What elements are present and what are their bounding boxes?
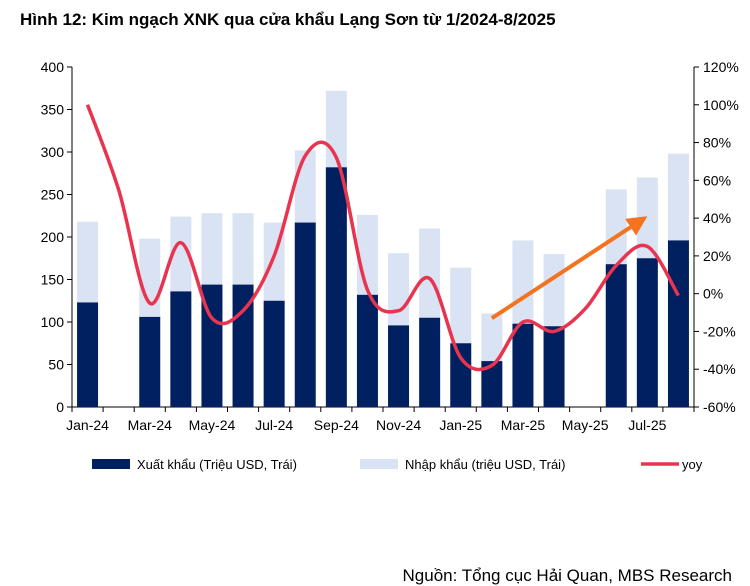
bar-export — [170, 291, 192, 407]
x-tick-label: Mar-24 — [128, 417, 173, 433]
legend-label-export: Xuất khẩu (Triệu USD, Trái) — [137, 457, 297, 472]
bar-export — [636, 258, 658, 407]
bar-export — [263, 300, 285, 407]
y-tick-right-label: 40% — [703, 210, 731, 226]
y-tick-right-label: 120% — [703, 59, 739, 75]
y-tick-left-label: 150 — [41, 272, 65, 288]
trend-arrow-head — [625, 216, 648, 236]
bar-export — [325, 167, 347, 407]
bar-export — [356, 294, 378, 407]
x-tick-label: Mar-25 — [501, 417, 546, 433]
bar-import — [201, 213, 223, 285]
bar-export — [201, 284, 223, 407]
bar-import — [605, 189, 627, 265]
y-tick-left-label: 250 — [41, 187, 65, 203]
x-tick-label: Jul-24 — [255, 417, 293, 433]
bar-export — [77, 302, 99, 407]
y-tick-right-label: -40% — [703, 361, 736, 377]
bar-export — [139, 316, 161, 407]
bar-export — [605, 264, 627, 407]
legend-label-import: Nhập khẩu (triệu USD, Trái) — [405, 457, 565, 472]
bar-import — [232, 213, 254, 285]
y-tick-right-label: -60% — [703, 399, 736, 415]
y-tick-left-label: 350 — [41, 102, 65, 118]
bar-import — [667, 153, 689, 241]
y-tick-right-label: 100% — [703, 97, 739, 113]
y-tick-left-label: 200 — [41, 229, 65, 245]
bar-import — [450, 267, 472, 344]
y-tick-left-label: 50 — [48, 357, 64, 373]
legend-label-yoy: yoy — [682, 457, 703, 472]
bar-import — [636, 177, 658, 259]
bar-export — [388, 325, 410, 407]
trend-arrow-shaft — [490, 225, 632, 320]
bar-export — [294, 222, 316, 407]
bar-import — [419, 228, 441, 318]
source-note: Nguồn: Tổng cục Hải Quan, MBS Research — [402, 566, 732, 585]
x-tick-label: May-24 — [189, 417, 236, 433]
legend-swatch-import — [360, 459, 398, 469]
bar-import — [388, 253, 410, 326]
yoy-line — [85, 104, 680, 372]
bar-import — [77, 221, 99, 303]
y-tick-right-label: 0% — [703, 286, 723, 302]
bar-export — [667, 240, 689, 407]
bar-export — [419, 317, 441, 407]
y-tick-left-label: 300 — [41, 144, 65, 160]
y-tick-left-label: 400 — [41, 59, 65, 75]
y-tick-left-label: 100 — [41, 314, 65, 330]
legend-swatch-export — [92, 459, 130, 469]
y-tick-right-label: 20% — [703, 248, 731, 264]
chart-title: Hình 12: Kim ngạch XNK qua cửa khẩu Lạng… — [20, 10, 556, 29]
bar-export — [543, 326, 565, 407]
bar-export — [512, 323, 534, 407]
y-tick-right-label: 60% — [703, 172, 731, 188]
y-tick-left-label: 0 — [56, 399, 64, 415]
bar-export — [450, 343, 472, 407]
bar-import — [481, 313, 503, 362]
x-tick-label: Jan-24 — [66, 417, 109, 433]
x-tick-label: Nov-24 — [376, 417, 421, 433]
bar-import — [294, 150, 316, 223]
y-tick-right-label: -20% — [703, 323, 736, 339]
x-tick-label: Jan-25 — [439, 417, 482, 433]
x-tick-label: Sep-24 — [314, 417, 359, 433]
bar-import — [543, 254, 565, 327]
x-tick-label: May-25 — [562, 417, 609, 433]
bar-import — [170, 216, 192, 292]
bar-export — [481, 361, 503, 407]
y-tick-right-label: 80% — [703, 135, 731, 151]
x-tick-label: Jul-25 — [628, 417, 666, 433]
bar-import — [512, 240, 534, 324]
